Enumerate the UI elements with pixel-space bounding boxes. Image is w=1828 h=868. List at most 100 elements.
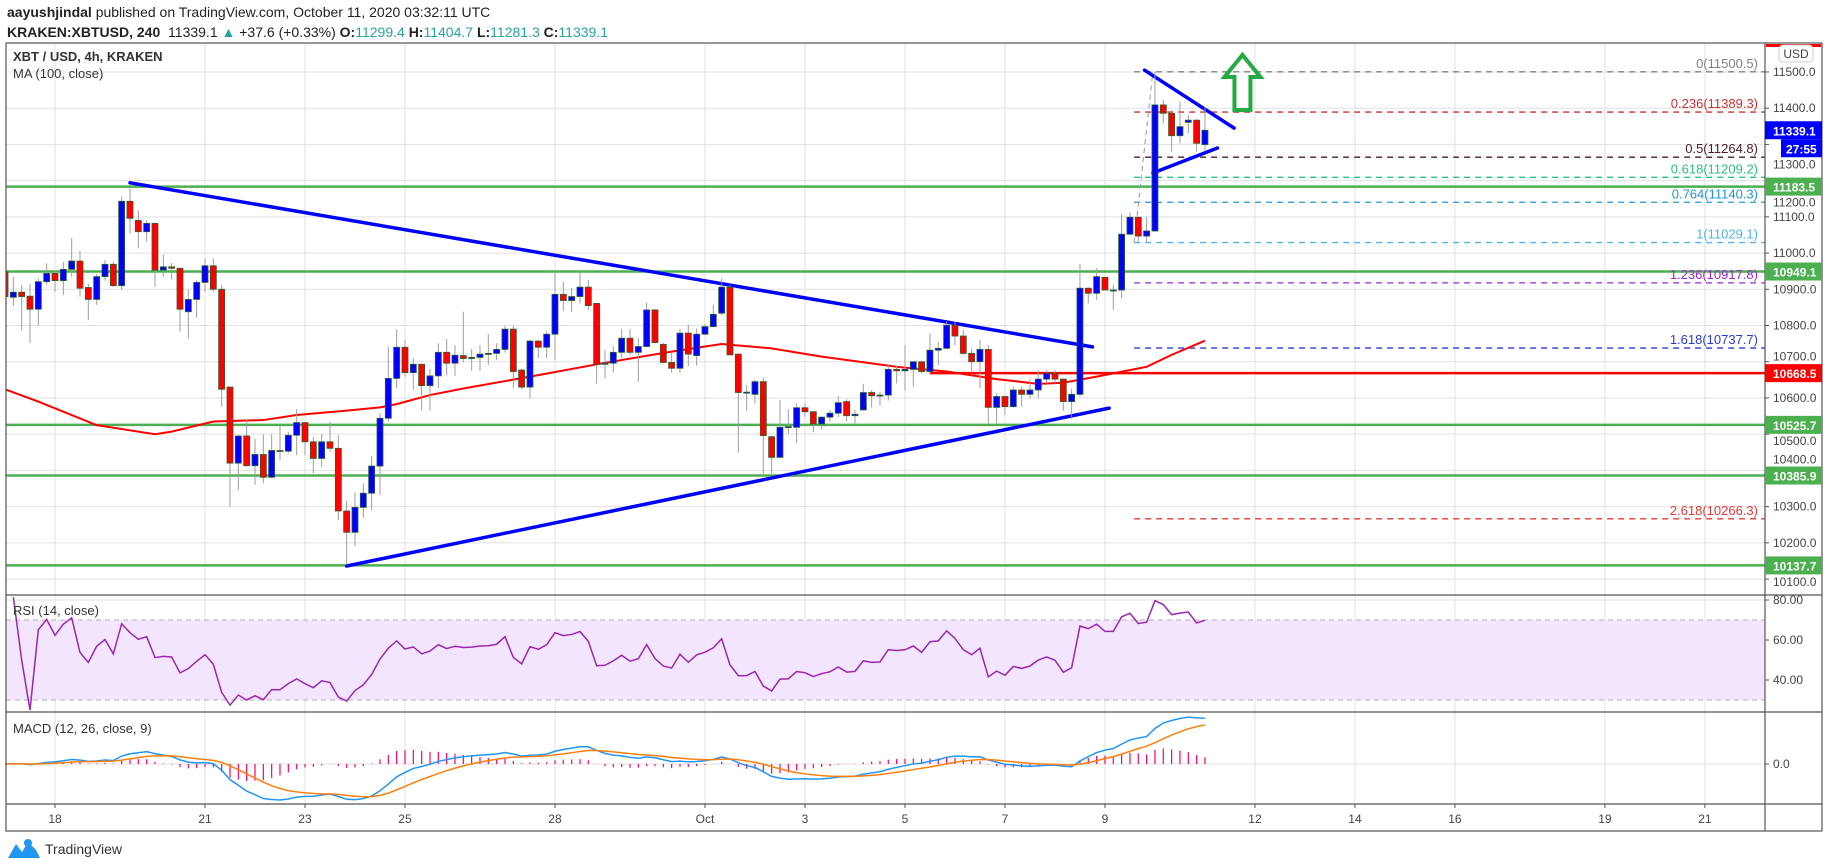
candle-body — [559, 293, 567, 301]
candle-body — [1001, 396, 1009, 408]
candle — [451, 345, 459, 376]
author-name[interactable]: aayushjindal — [7, 4, 92, 20]
candle — [793, 403, 801, 444]
candle — [9, 276, 17, 306]
candle-body — [826, 412, 834, 418]
candle-body — [751, 381, 759, 395]
candle — [909, 361, 917, 388]
candle — [768, 435, 776, 476]
candle-body — [626, 337, 634, 353]
price-axis-label: 10300.0 — [1773, 500, 1817, 514]
green-up-arrow-icon — [1220, 51, 1265, 113]
candle — [368, 455, 376, 511]
macd-signal-line — [4, 724, 1206, 798]
candle-body — [1118, 233, 1126, 291]
candle — [301, 421, 309, 456]
price-axis-label: 10500.0 — [1773, 434, 1817, 448]
candle — [393, 329, 401, 389]
candle — [1018, 386, 1026, 407]
candle-body — [101, 263, 109, 278]
candle-body — [359, 492, 367, 508]
candle — [193, 280, 201, 318]
candle-body — [1201, 129, 1209, 146]
candle-body — [934, 347, 942, 351]
candle — [868, 389, 876, 408]
candle-body — [793, 407, 801, 428]
candle-body — [593, 303, 601, 365]
price-axis-label: 10100.0 — [1773, 575, 1817, 589]
candle — [126, 188, 134, 234]
candle-body — [893, 368, 901, 372]
fib-level-label: 0(11500.5) — [1696, 56, 1758, 71]
candle-body — [426, 375, 434, 387]
price-badge-text: 11183.5 — [1773, 181, 1815, 195]
candle-body — [43, 272, 51, 283]
candle — [343, 500, 351, 565]
candle-body — [51, 272, 59, 282]
candle-body — [801, 407, 809, 413]
candle — [826, 409, 834, 422]
candle-body — [584, 286, 592, 306]
candle-body — [168, 266, 176, 269]
candle-body — [718, 286, 726, 314]
candle — [93, 274, 101, 305]
tradingview-logo-text: TradingView — [45, 841, 123, 857]
candle-body — [234, 435, 242, 464]
candle — [159, 254, 167, 277]
candle-body — [326, 441, 334, 449]
price-badge-bg — [1765, 121, 1822, 140]
candle — [118, 196, 126, 291]
candle-body — [259, 454, 267, 478]
candle-body — [926, 349, 934, 372]
candle-body — [676, 332, 684, 369]
candle-body — [26, 295, 34, 310]
macd-axis-label: 0.0 — [1773, 757, 1790, 771]
price-axis-label: 10900.0 — [1773, 282, 1817, 296]
candle-body — [434, 351, 442, 377]
candle — [984, 345, 992, 424]
candle — [809, 411, 817, 433]
candle-body — [1059, 378, 1067, 402]
candle-body — [143, 222, 151, 233]
candle — [168, 262, 176, 280]
candle — [551, 271, 559, 360]
candle — [618, 329, 626, 358]
price-badge: 10668.5 — [1765, 364, 1822, 383]
candle-body — [909, 361, 917, 370]
time-axis-label: 21 — [1698, 812, 1712, 826]
candle-body — [693, 333, 701, 356]
tradingview-logo-icon — [8, 839, 40, 858]
candle-body — [1126, 216, 1134, 235]
candle-body — [651, 309, 659, 343]
candle-body — [568, 296, 576, 301]
price-axis-label: 11200.0 — [1773, 196, 1816, 210]
candle — [226, 386, 234, 507]
candle — [1059, 378, 1067, 411]
price-badge-text: 10949.1 — [1773, 266, 1817, 280]
price-badge: 10525.7 — [1765, 415, 1822, 434]
candle-body — [209, 265, 217, 290]
fib-level-label: 1.236(10917.8) — [1670, 267, 1758, 282]
candle-body — [443, 351, 451, 364]
candle — [409, 358, 417, 390]
candle — [34, 278, 42, 326]
candle-body — [709, 313, 717, 328]
candle — [1176, 101, 1184, 144]
candle — [318, 434, 326, 468]
rsi-axis-label: 80.00 — [1773, 593, 1803, 607]
open-value: 11299.4 — [355, 24, 405, 40]
candle-body — [534, 340, 542, 348]
candle — [476, 345, 484, 371]
candle-body — [368, 465, 376, 494]
fib-level-label: 2.618(10266.3) — [1670, 503, 1758, 518]
price-badge: 10385.9 — [1765, 466, 1822, 485]
fib-level-label: 0.236(11389.3) — [1671, 96, 1758, 111]
candle-body — [668, 362, 676, 369]
candle-body — [1143, 230, 1151, 237]
fib-level-label: 1.618(10737.7) — [1670, 332, 1758, 347]
candle — [718, 278, 726, 316]
candle — [234, 435, 242, 490]
candle — [251, 438, 259, 485]
candle — [1026, 379, 1034, 399]
